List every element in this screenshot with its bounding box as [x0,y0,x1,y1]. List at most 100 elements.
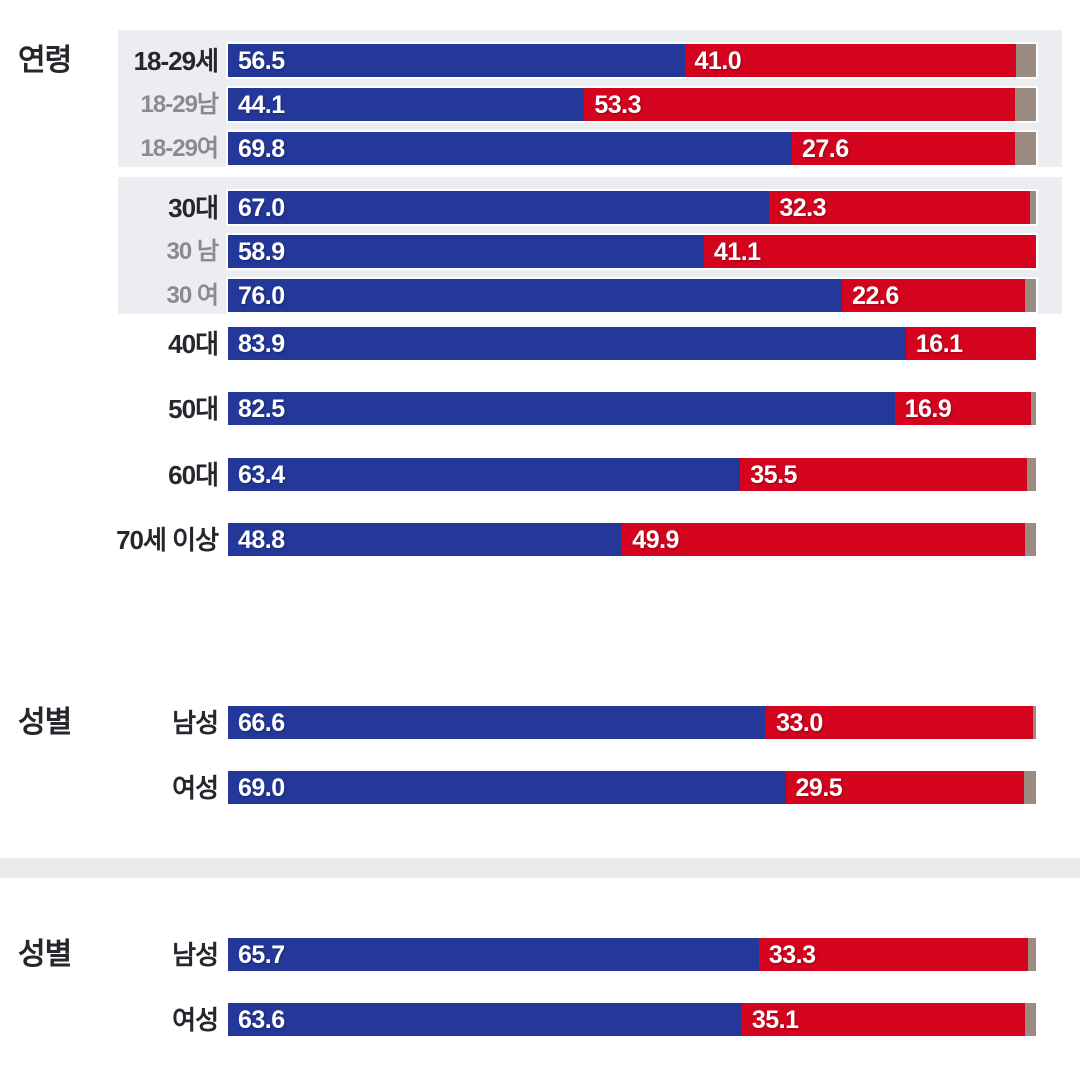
section-divider-band [0,858,1080,878]
red-segment: 33.0 [766,706,1033,739]
segment-value: 83.9 [238,330,285,358]
segment-value: 22.6 [852,282,899,310]
segment-value: 76.0 [238,282,285,310]
remainder-segment [1030,191,1036,224]
blue-segment: 63.4 [228,458,741,491]
row-label: 30 여 [166,282,219,309]
row-label: 18-29남 [140,91,219,118]
remainder-segment [1025,1003,1036,1036]
red-segment: 16.1 [905,327,1036,360]
segment-value: 48.8 [238,526,285,554]
blue-segment: 48.8 [228,523,623,556]
segment-value: 65.7 [238,941,285,969]
red-segment: 41.0 [684,44,1016,77]
segment-value: 35.5 [750,461,797,489]
row-label: 30대 [168,193,219,223]
segment-value: 27.6 [801,135,849,163]
red-segment: 27.6 [791,132,1015,165]
remainder-segment [1027,938,1036,971]
row-label: 남성 [172,940,219,970]
segment-value: 35.1 [751,1006,799,1034]
remainder-segment [1014,88,1036,121]
segment-value: 49.9 [632,526,679,554]
red-segment: 32.3 [769,191,1031,224]
stacked-bar: 66.6 33.0 [228,706,1036,739]
remainder-segment [1024,279,1036,312]
blue-segment: 56.5 [228,44,685,77]
segment-value: 41.1 [713,238,761,266]
segment-value: 82.5 [238,395,285,423]
segment-value: 33.3 [768,941,816,969]
blue-segment: 67.0 [228,191,770,224]
stacked-bar: 83.9 16.1 [228,327,1036,360]
remainder-segment [1025,523,1036,556]
remainder-segment [1023,771,1036,804]
remainder-segment [1032,706,1036,739]
section-header: 성별 [18,706,72,739]
red-segment: 35.5 [740,458,1028,491]
stacked-bar: 82.5 16.9 [228,392,1036,425]
blue-segment: 69.8 [228,132,792,165]
red-segment: 22.6 [842,279,1025,312]
remainder-segment [1027,458,1036,491]
blue-segment: 76.0 [228,279,843,312]
row-label: 여성 [172,773,219,803]
blue-segment: 63.6 [228,1003,742,1036]
stacked-bar: 67.0 32.3 [228,191,1036,224]
stacked-bar: 48.8 49.9 [228,523,1036,556]
red-segment: 35.1 [741,1003,1026,1036]
section-header: 성별 [18,938,72,971]
segment-value: 33.0 [776,709,823,737]
blue-segment: 44.1 [228,88,585,121]
section-header: 연령 [18,44,72,77]
segment-value: 56.5 [238,47,285,75]
stacked-bar: 69.0 29.5 [228,771,1036,804]
red-segment: 53.3 [584,88,1015,121]
red-segment: 16.9 [894,392,1032,425]
remainder-segment [1015,44,1036,77]
row-label: 60대 [168,460,219,490]
segment-value: 16.9 [904,395,952,423]
red-segment: 49.9 [622,523,1026,556]
segment-value: 58.9 [238,238,285,266]
segment-value: 29.5 [795,774,843,802]
blue-segment: 58.9 [228,235,704,268]
row-label: 여성 [172,1005,219,1035]
row-label: 18-29여 [140,135,219,162]
segment-value: 53.3 [594,91,641,119]
segment-value: 63.4 [238,461,285,489]
stacked-bar: 76.0 22.6 [228,279,1036,312]
segment-value: 66.6 [238,709,285,737]
segment-value: 32.3 [779,194,827,222]
row-label: 70세 이상 [116,525,219,555]
segment-value: 41.0 [694,47,742,75]
row-label: 50대 [168,394,219,424]
segment-value: 63.6 [238,1006,285,1034]
blue-segment: 66.6 [228,706,767,739]
row-label: 40대 [168,329,219,359]
stacked-bar: 63.4 35.5 [228,458,1036,491]
blue-segment: 82.5 [228,392,895,425]
stacked-bar: 63.6 35.1 [228,1003,1036,1036]
segment-value: 69.0 [238,774,285,802]
segment-value: 44.1 [238,91,285,119]
segment-value: 69.8 [238,135,285,163]
stacked-bar: 65.7 33.3 [228,938,1036,971]
blue-segment: 83.9 [228,327,906,360]
remainder-segment [1014,132,1036,165]
stacked-bar: 56.5 41.0 [228,44,1036,77]
row-label: 18-29세 [133,46,219,76]
segment-value: 67.0 [238,194,285,222]
segment-value: 16.1 [915,330,963,358]
stacked-bar: 58.9 41.1 [228,235,1036,268]
red-segment: 29.5 [785,771,1024,804]
red-segment: 33.3 [758,938,1028,971]
blue-segment: 69.0 [228,771,786,804]
blue-segment: 65.7 [228,938,759,971]
row-label: 30 남 [166,238,219,265]
red-segment: 41.1 [703,235,1036,268]
stacked-bar: 69.8 27.6 [228,132,1036,165]
remainder-segment [1031,392,1036,425]
stacked-bar: 44.1 53.3 [228,88,1036,121]
